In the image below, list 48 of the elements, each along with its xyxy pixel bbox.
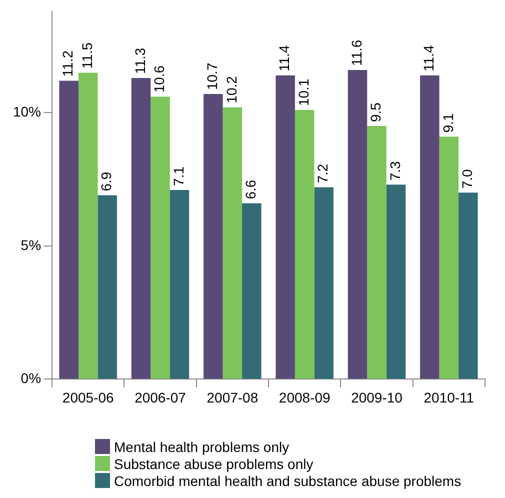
data-label: 9.1 (440, 112, 456, 133)
bar (98, 195, 117, 379)
data-label: 11.3 (132, 48, 148, 74)
bar (458, 192, 478, 379)
data-label: 7.2 (314, 164, 331, 184)
bar (420, 75, 440, 379)
data-label: 11.2 (60, 50, 76, 77)
data-label: 10.6 (151, 65, 168, 93)
bar (78, 72, 98, 379)
legend-label: Mental health problems only (114, 438, 290, 454)
data-label: 10.7 (204, 62, 220, 90)
data-label: 7.0 (459, 168, 476, 189)
data-label: 9.5 (368, 102, 384, 122)
data-label: 10.1 (295, 78, 312, 106)
bar (439, 136, 459, 379)
data-label: 11.4 (420, 44, 437, 72)
x-tick-label: 2007-08 (206, 389, 258, 406)
bar (276, 75, 295, 379)
bar (386, 184, 406, 379)
y-tick-label: 10% (12, 104, 42, 120)
bar (131, 78, 151, 379)
bar (170, 190, 190, 379)
data-label: 10.2 (223, 76, 240, 104)
data-label: 11.6 (348, 40, 364, 66)
data-label: 6.9 (98, 172, 114, 192)
x-tick-label: 2005-06 (62, 389, 114, 406)
data-label: 7.1 (170, 166, 186, 186)
bar (204, 94, 223, 379)
x-tick-label: 2010-11 (424, 389, 474, 406)
data-label: 11.4 (276, 44, 292, 72)
bar (222, 107, 242, 379)
data-label: 7.3 (386, 160, 403, 181)
y-tick-label: 5% (20, 236, 42, 253)
y-tick-label: 0% (20, 370, 42, 386)
legend-label: Substance abuse problems only (114, 456, 314, 472)
bar (348, 70, 368, 379)
bar (242, 203, 262, 379)
x-tick-label: 2008-09 (278, 389, 330, 406)
bar (314, 187, 334, 379)
data-label: 11.5 (78, 42, 95, 69)
bar (59, 80, 78, 379)
bar (367, 126, 386, 379)
bar (294, 110, 314, 379)
bar (150, 96, 170, 379)
legend-label: Comorbid mental health and substance abuse problems (114, 472, 462, 488)
x-tick-label: 2009-10 (351, 389, 403, 406)
data-label: 6.6 (242, 180, 259, 200)
x-tick-label: 2006-07 (134, 389, 186, 406)
